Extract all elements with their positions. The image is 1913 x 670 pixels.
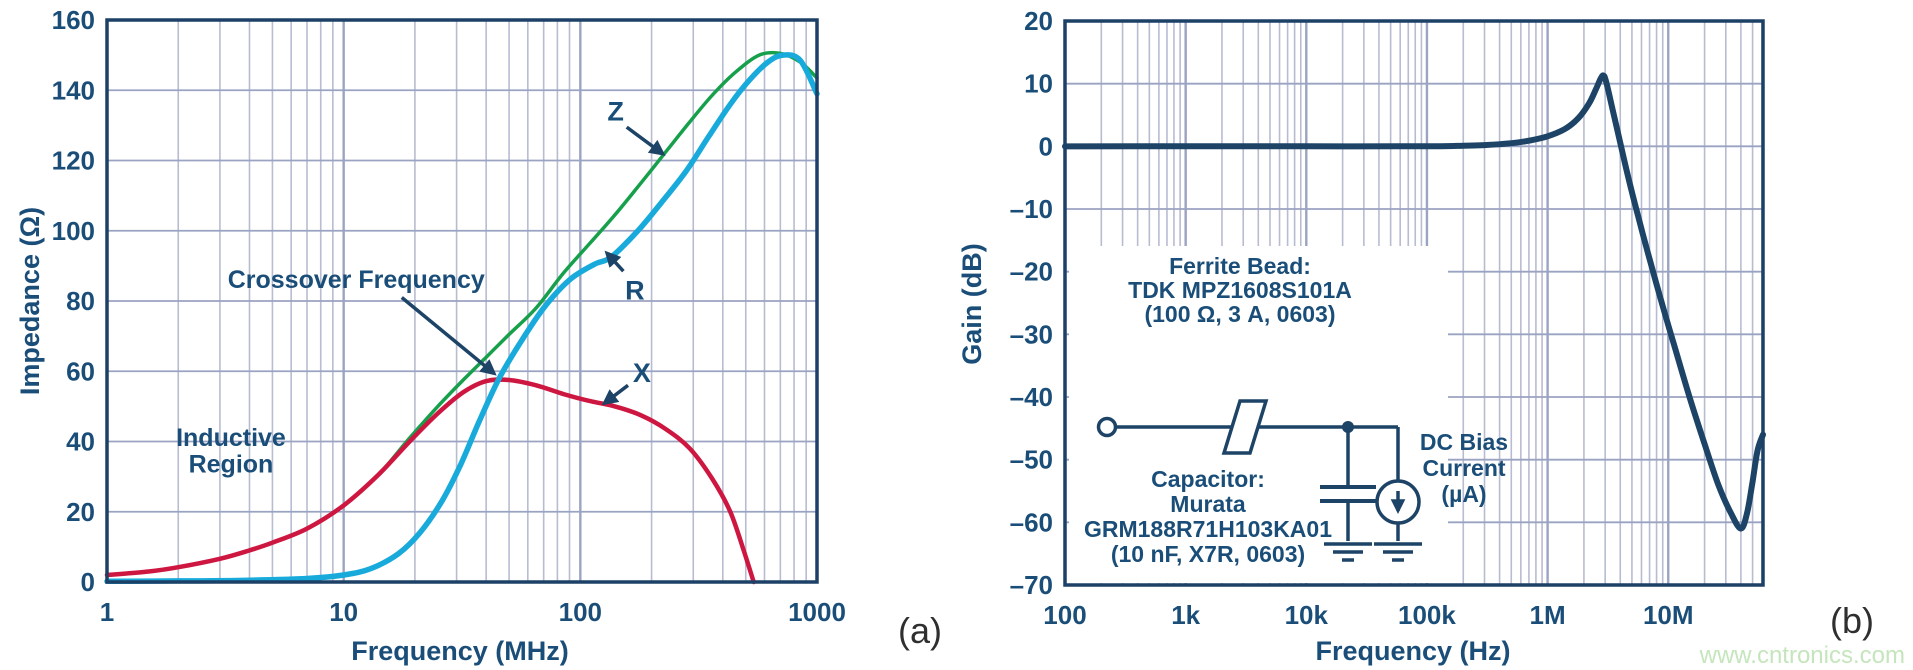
y-tick-label: –10 xyxy=(1010,194,1053,224)
series-x xyxy=(104,377,756,585)
curve-label-x-arrow-icon xyxy=(601,383,630,406)
inset-capacitor-line2: Murata xyxy=(1170,491,1246,517)
y-tick-label: 10 xyxy=(1024,69,1053,99)
inset-capacitor-line3: GRM188R71H103KA01 xyxy=(1083,516,1332,542)
inset-ferrite-line3: (100 Ω, 3 A, 0603) xyxy=(1144,301,1336,327)
ground-icon xyxy=(1374,542,1422,562)
x-axis-title-b: Frequency (Hz) xyxy=(1315,636,1511,666)
y-tick-label: –40 xyxy=(1010,382,1053,412)
y-tick-label: 60 xyxy=(66,356,95,386)
y-tick-label: 100 xyxy=(52,216,95,246)
crossover-frequency-label: Crossover Frequency xyxy=(228,266,485,294)
curve-label-r-arrow-icon xyxy=(604,250,625,273)
y-tick-label: 0 xyxy=(1039,131,1053,161)
y-tick-label: 140 xyxy=(52,75,95,105)
curve-label-z: Z xyxy=(607,96,624,126)
x-tick-label: 1000 xyxy=(788,597,846,627)
series-gain xyxy=(1062,72,1766,532)
chart-a: 160 140 120 100 80 60 40 20 01 10 100 1000 Crossover… xyxy=(52,5,846,627)
caption-b: (b) xyxy=(1830,600,1874,641)
inset-ferrite-line1: Ferrite Bead: xyxy=(1169,253,1311,279)
x-tick-label: 10k xyxy=(1285,600,1329,630)
inset-capacitor-line1: Capacitor: xyxy=(1151,466,1265,492)
grid xyxy=(107,20,817,582)
ground-icon xyxy=(1324,542,1372,562)
x-tick-label: 1 xyxy=(100,597,114,627)
x-tick-label: 100 xyxy=(559,597,602,627)
series-r xyxy=(104,52,820,585)
watermark: www.cntronics.com xyxy=(1699,642,1905,669)
x-tick-label: 10M xyxy=(1643,600,1694,630)
y-tick-label: 20 xyxy=(66,497,95,527)
caption-a: (a) xyxy=(898,610,942,651)
x-tick-label: 100k xyxy=(1398,600,1456,630)
x-axis-title-a: Frequency (MHz) xyxy=(351,636,569,666)
inset-dc-bias-line2: Current xyxy=(1422,455,1506,481)
plot-border xyxy=(1063,19,1765,587)
input-terminal-icon xyxy=(1096,416,1118,438)
y-tick-label: 0 xyxy=(81,567,95,597)
crossover-frequency-label-arrow-icon xyxy=(400,296,497,376)
curve-label-x: X xyxy=(633,358,651,388)
curve-label-r: R xyxy=(625,275,645,305)
curve-label-z-arrow-icon xyxy=(625,125,666,156)
inset-ferrite-line2: TDK MPZ1608S101A xyxy=(1128,277,1352,303)
y-tick-label: –60 xyxy=(1010,507,1053,537)
y-tick-label: –30 xyxy=(1010,319,1053,349)
y-tick-label: –50 xyxy=(1010,445,1053,475)
y-tick-label: 160 xyxy=(52,5,95,35)
inductive-region-label-line1: Inductive xyxy=(176,424,286,452)
inductive-region-label-line2: Region xyxy=(189,450,274,478)
y-axis-title-b: Gain (dB) xyxy=(957,243,987,365)
inset-dc-bias-line3: (µA) xyxy=(1441,481,1487,507)
tick-labels: 160 140 120 100 80 60 40 20 01 10 100 1000 xyxy=(52,5,846,627)
y-tick-label: 120 xyxy=(52,146,95,176)
x-tick-label: 1M xyxy=(1530,600,1566,630)
x-tick-label: 10 xyxy=(329,597,358,627)
y-tick-label: 20 xyxy=(1024,6,1053,36)
ferrite-bead-icon xyxy=(1221,399,1269,455)
y-tick-label: 80 xyxy=(66,286,95,316)
x-tick-label: 100 xyxy=(1043,600,1086,630)
y-axis-title-a: Impedance (Ω) xyxy=(15,206,45,396)
x-tick-label: 1k xyxy=(1171,600,1200,630)
y-tick-label: –70 xyxy=(1010,570,1053,600)
inset-dc-bias-line1: DC Bias xyxy=(1419,429,1509,455)
y-tick-label: –20 xyxy=(1010,257,1053,287)
plot-border xyxy=(105,18,819,584)
inset-capacitor-line4: (10 nF, X7R, 0603) xyxy=(1110,541,1306,567)
y-tick-label: 40 xyxy=(66,427,95,457)
